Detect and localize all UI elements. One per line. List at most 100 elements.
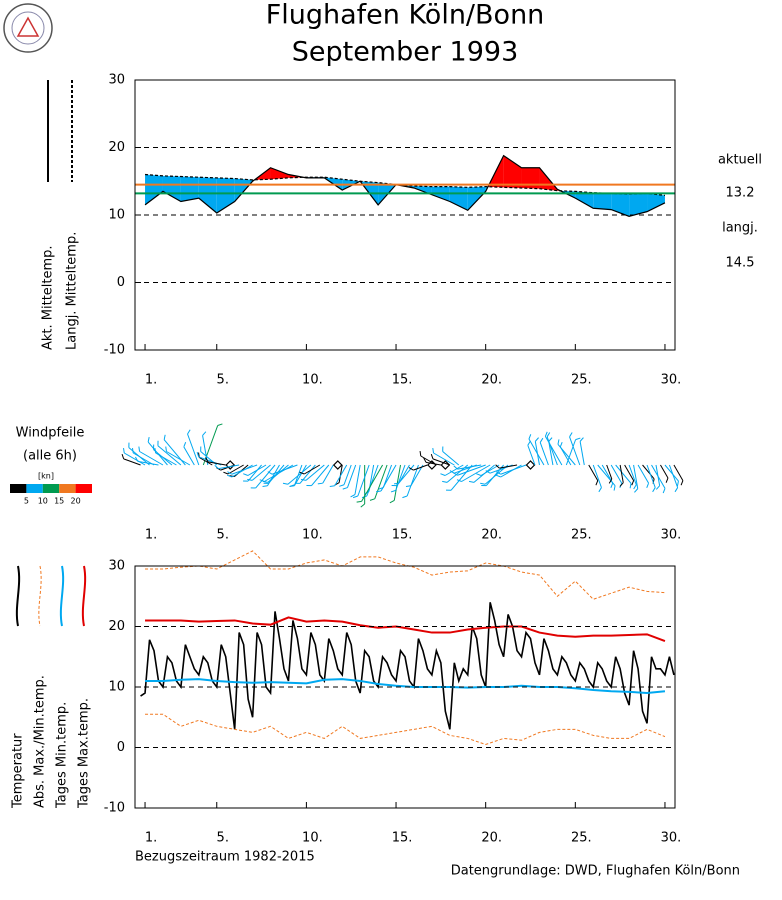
legend-label: Tages Min.temp. (55, 702, 70, 809)
wind-barb (163, 434, 166, 440)
wind-arrow (461, 464, 491, 482)
colorbar-tick-label: 15 (54, 497, 64, 506)
wind-barb (317, 482, 323, 485)
wind-barb (376, 490, 382, 493)
wind-barb (131, 447, 134, 454)
series-line (144, 154, 666, 217)
difference-area (611, 193, 630, 217)
wind-arrow (183, 446, 195, 466)
wind-arrow (450, 464, 473, 491)
wind-barb (534, 437, 539, 442)
difference-area (198, 177, 217, 213)
wind-barb (289, 485, 295, 488)
wind-barb (138, 446, 141, 452)
wind-arrow (557, 443, 576, 466)
wind-arrow (199, 457, 213, 466)
wind-barb (619, 482, 624, 487)
wind-arrow (294, 464, 303, 485)
wind-barb (342, 487, 348, 490)
wind-barb (646, 483, 650, 489)
wind-barb (350, 494, 356, 498)
series-line (145, 678, 666, 695)
wind-arrow (343, 464, 352, 485)
wind-arrow (457, 464, 482, 470)
x-tick-label: 10. (302, 373, 323, 388)
wind-barb (633, 484, 637, 490)
wind-arrow (668, 464, 679, 488)
legend-label: Langj. Mitteltemp. (65, 232, 80, 350)
wind-arrow (548, 441, 554, 466)
legend-label: Temperatur (11, 733, 26, 809)
logo-ring (3, 3, 53, 53)
wind-barb (608, 478, 613, 484)
wind-subtitle: (alle 6h) (23, 449, 77, 464)
colorbar-swatch (75, 484, 92, 493)
wind-barb (655, 485, 661, 490)
wind-arrow (124, 452, 146, 466)
x-tick-label: 15. (392, 831, 413, 846)
x-tick-label: 5. (217, 528, 229, 543)
wind-barb (121, 453, 125, 460)
wind-barb (390, 489, 396, 493)
wind-barb (662, 488, 666, 494)
wind-arrow (425, 461, 441, 466)
colorbar-swatch (26, 484, 43, 493)
y-tick-label: 0 (117, 275, 125, 290)
x-tick-label: 15. (392, 373, 413, 388)
wind-barb (339, 484, 345, 487)
wind-arrow (433, 452, 455, 466)
difference-area (647, 193, 665, 212)
series-line (145, 713, 666, 746)
wind-arrow (287, 464, 312, 485)
wind-barb (496, 471, 501, 475)
logo-inner (11, 11, 45, 45)
wind-barb (544, 431, 548, 437)
wind-barb (154, 447, 157, 454)
wind-arrow (579, 441, 585, 466)
wind-arrow (380, 464, 397, 492)
x-tick-label: 5. (217, 373, 229, 388)
difference-area (180, 176, 199, 202)
y-tick-label: -10 (104, 343, 125, 358)
colorbar-tick-label: 20 (71, 497, 81, 506)
wind-arrow (480, 464, 500, 476)
y-tick-label: 30 (108, 559, 125, 574)
x-tick-label: 30. (661, 831, 682, 846)
x-tick-label: 25. (571, 528, 592, 543)
wind-arrow (155, 452, 177, 466)
wind-arrow (166, 451, 191, 466)
wind-arrow (528, 438, 545, 466)
reference-label: langj. (722, 221, 758, 236)
wind-barb (405, 485, 412, 488)
wind-barb (680, 480, 684, 486)
wind-arrow (305, 464, 325, 481)
colorbar-tick-label: 5 (24, 497, 29, 506)
wind-arrow (293, 464, 307, 487)
wind-barb (217, 423, 223, 427)
wind-barb (356, 500, 362, 503)
wind-arrow (442, 451, 460, 466)
wind-barb (259, 479, 265, 482)
wind-barb (329, 485, 335, 488)
difference-area (162, 175, 181, 202)
wind-arrow (361, 464, 384, 502)
wind-barb (676, 480, 679, 487)
wind-barb (495, 474, 501, 478)
wind-barb (430, 453, 434, 460)
wind-arrow (357, 464, 370, 497)
wind-barb (452, 472, 458, 476)
wind-arrow (500, 464, 522, 478)
wind-barb (440, 473, 446, 476)
footer-right: Datengrundlage: DWD, Flughafen Köln/Bonn (451, 864, 740, 879)
legend-line (81, 565, 87, 627)
wind-arrow (485, 464, 504, 487)
reference-value: 14.5 (726, 256, 755, 271)
wind-barb (262, 485, 268, 488)
wind-barb (202, 431, 207, 436)
legend-label: Akt. Mitteltemp. (41, 245, 56, 350)
wind-arrow (227, 464, 244, 475)
wind-arrow (255, 464, 276, 489)
wind-arrow (207, 461, 226, 466)
wind-barb (282, 482, 288, 485)
